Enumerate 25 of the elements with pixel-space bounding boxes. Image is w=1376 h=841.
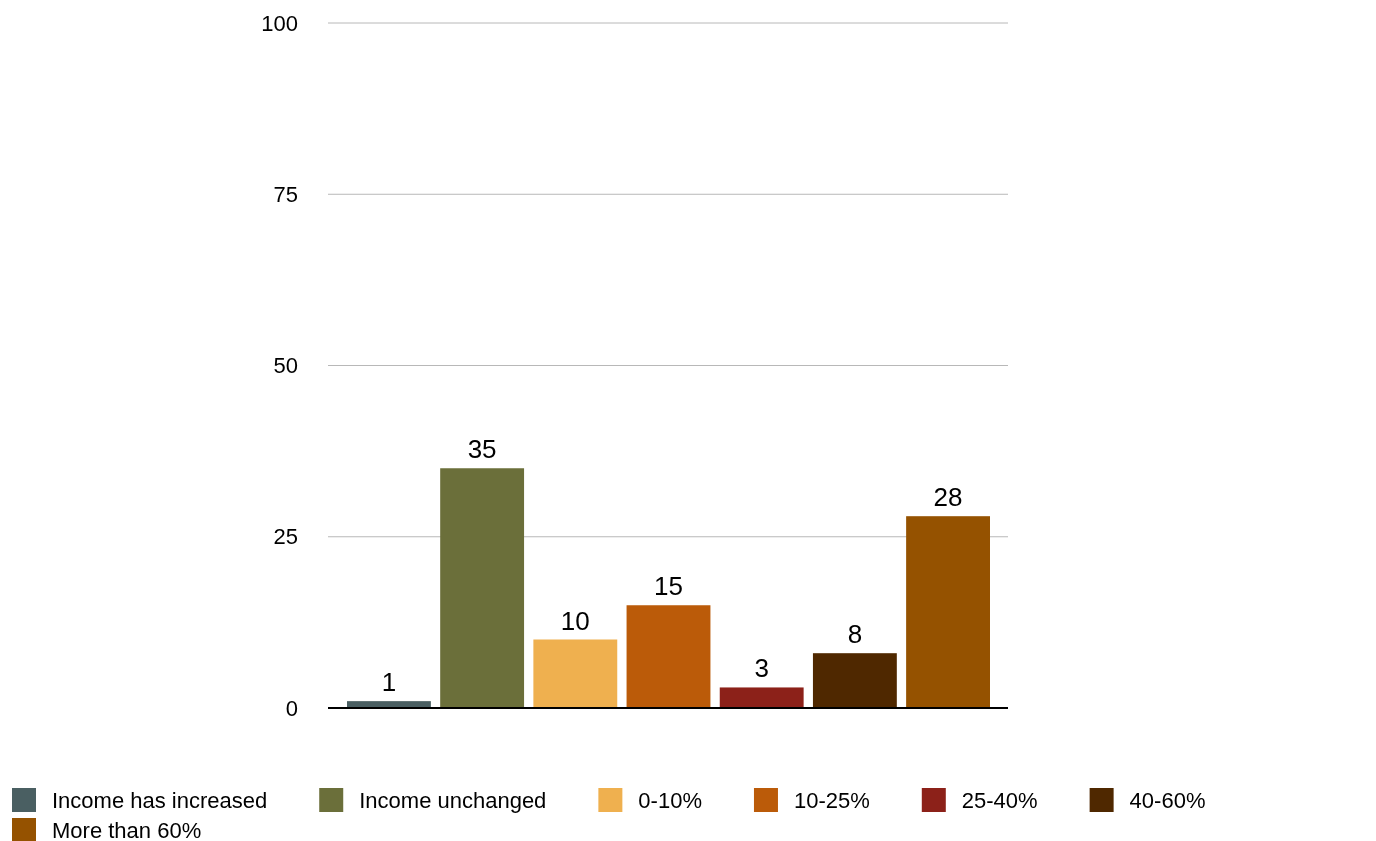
y-tick-label: 75 [273, 181, 298, 207]
bar [812, 653, 897, 708]
legend-label: More than 60% [52, 818, 202, 841]
bar [533, 639, 618, 708]
data-label: 35 [467, 434, 497, 465]
legend-label: Income has increased [52, 788, 268, 813]
legend-label: 40-60% [1129, 788, 1206, 813]
bar [719, 687, 804, 708]
y-tick-label: 0 [285, 695, 298, 721]
data-label: 15 [654, 571, 683, 602]
y-tick-label: 100 [261, 10, 298, 36]
legend-label: 25-40% [961, 788, 1038, 813]
bar [440, 468, 525, 708]
data-label: 8 [847, 619, 863, 650]
bar [906, 516, 990, 708]
y-tick-label: 50 [273, 353, 298, 379]
legend-label: Income unchanged [359, 788, 547, 813]
data-label: 28 [933, 482, 963, 513]
data-label: 10 [560, 605, 590, 636]
legend-label: 0-10% [638, 788, 702, 813]
data-label: 3 [754, 653, 769, 684]
legend-label: 10-25% [793, 788, 870, 813]
data-label: 1 [381, 667, 397, 698]
y-tick-label: 25 [273, 524, 298, 550]
bar [626, 605, 711, 708]
